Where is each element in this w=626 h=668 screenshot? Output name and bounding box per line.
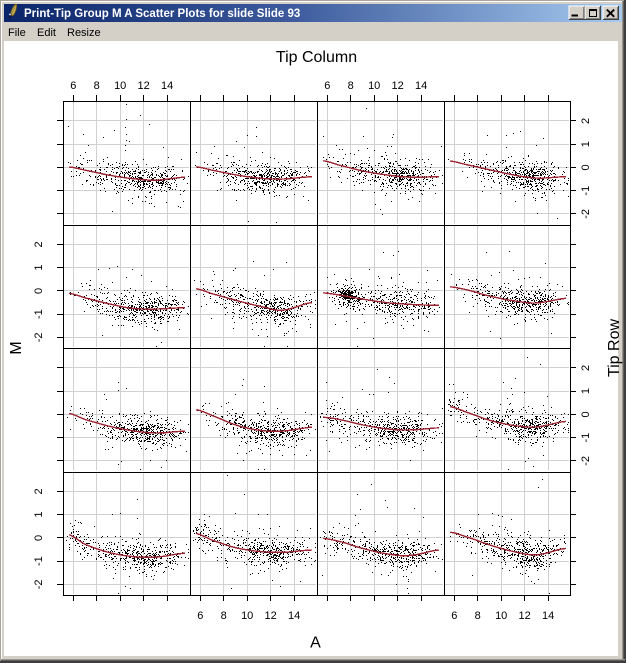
svg-text:-1: -1 <box>33 309 45 319</box>
svg-text:1: 1 <box>580 388 592 394</box>
svg-text:12: 12 <box>518 610 530 622</box>
svg-text:6: 6 <box>197 610 203 622</box>
svg-text:Print-Tip Group M A Scatter Pl: Print-Tip Group M A Scatter Plots for sl… <box>24 8 300 20</box>
svg-text:-1: -1 <box>580 186 592 196</box>
svg-text:12: 12 <box>137 80 149 92</box>
svg-text:0: 0 <box>580 411 592 417</box>
svg-text:-1: -1 <box>33 556 45 566</box>
svg-text:14: 14 <box>161 80 173 92</box>
svg-text:12: 12 <box>391 80 403 92</box>
svg-text:8: 8 <box>221 610 227 622</box>
svg-text:8: 8 <box>475 610 481 622</box>
svg-text:8: 8 <box>94 80 100 92</box>
svg-text:8: 8 <box>348 80 354 92</box>
svg-text:2: 2 <box>33 488 45 494</box>
svg-text:-2: -2 <box>580 209 592 219</box>
svg-text:2: 2 <box>580 118 592 124</box>
svg-text:Edit: Edit <box>37 27 56 39</box>
svg-text:1: 1 <box>580 141 592 147</box>
svg-text:14: 14 <box>288 610 300 622</box>
svg-text:14: 14 <box>415 80 427 92</box>
svg-text:6: 6 <box>324 80 330 92</box>
svg-text:-2: -2 <box>33 580 45 590</box>
svg-text:Tip Row: Tip Row <box>606 319 623 378</box>
svg-text:0: 0 <box>580 164 592 170</box>
svg-text:0: 0 <box>33 535 45 541</box>
svg-text:-2: -2 <box>580 456 592 466</box>
svg-text:1: 1 <box>33 265 45 271</box>
svg-text:12: 12 <box>264 610 276 622</box>
svg-text:6: 6 <box>70 80 76 92</box>
svg-text:A: A <box>310 635 321 652</box>
svg-text:Tip Column: Tip Column <box>276 49 357 66</box>
svg-text:1: 1 <box>33 512 45 518</box>
svg-text:Resize: Resize <box>67 27 101 39</box>
svg-text:10: 10 <box>495 610 507 622</box>
svg-text:-2: -2 <box>33 333 45 343</box>
svg-text:14: 14 <box>542 610 554 622</box>
svg-text:6: 6 <box>451 610 457 622</box>
svg-text:-1: -1 <box>580 433 592 443</box>
svg-text:10: 10 <box>241 610 253 622</box>
svg-text:2: 2 <box>580 365 592 371</box>
svg-text:10: 10 <box>368 80 380 92</box>
svg-text:0: 0 <box>33 288 45 294</box>
svg-text:2: 2 <box>33 241 45 247</box>
svg-text:10: 10 <box>114 80 126 92</box>
svg-text:File: File <box>8 27 26 39</box>
svg-text:M: M <box>8 341 25 354</box>
